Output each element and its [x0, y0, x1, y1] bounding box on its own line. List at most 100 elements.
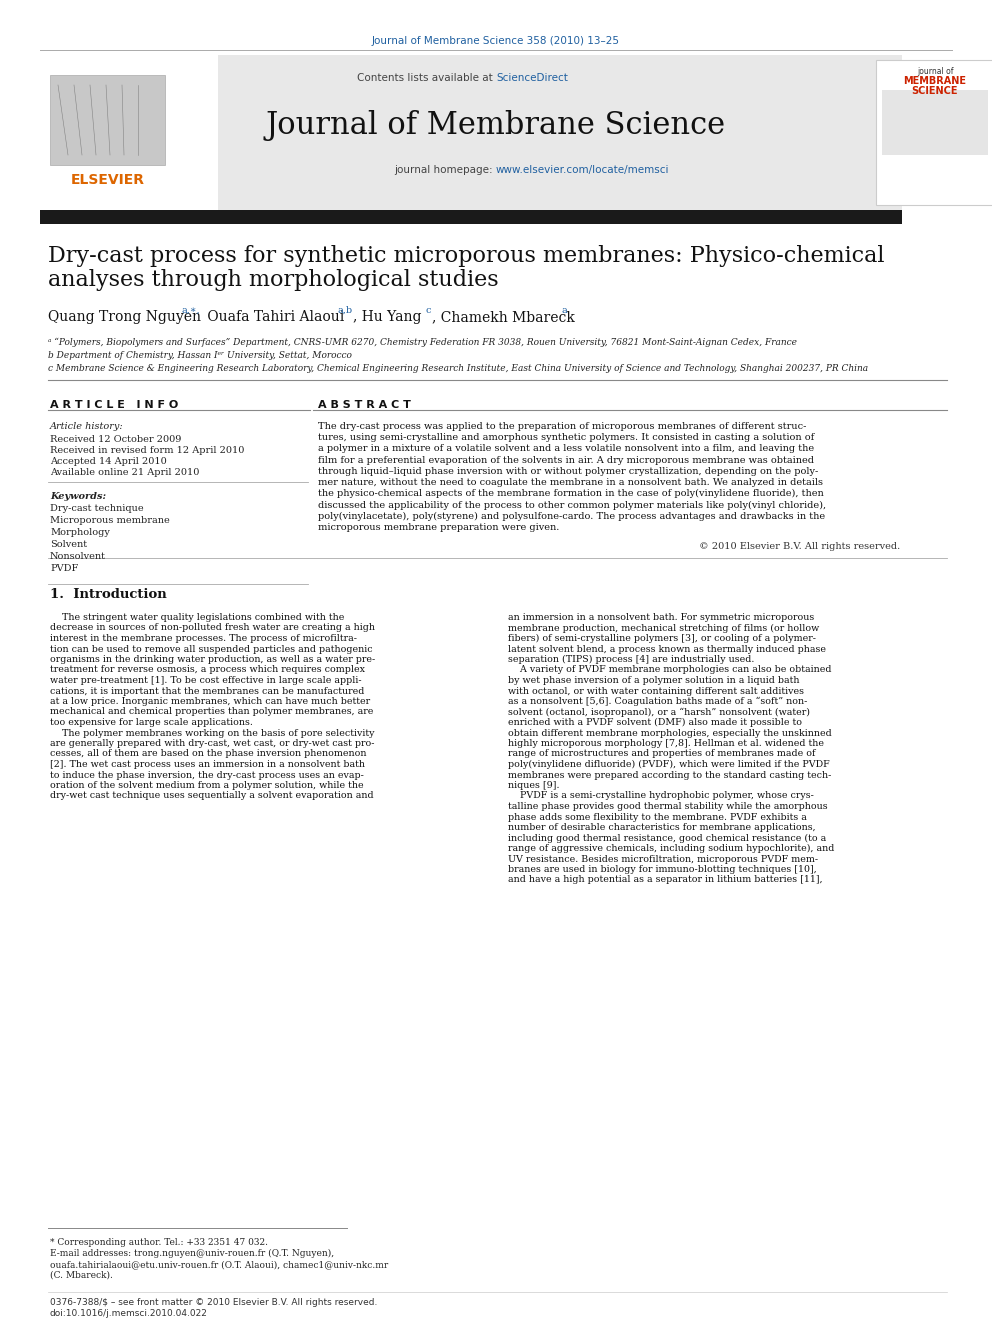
Text: Received 12 October 2009: Received 12 October 2009	[50, 435, 182, 445]
Bar	[50, 75, 165, 165]
Text: dry-wet cast technique uses sequentially a solvent evaporation and: dry-wet cast technique uses sequentially…	[50, 791, 374, 800]
Text: niques [9].: niques [9].	[508, 781, 559, 790]
Text: microporous membrane preparation were given.: microporous membrane preparation were gi…	[318, 523, 559, 532]
Text: ELSEVIER: ELSEVIER	[71, 173, 145, 187]
Text: too expensive for large scale applications.: too expensive for large scale applicatio…	[50, 718, 253, 728]
Text: branes are used in biology for immuno-blotting techniques [10],: branes are used in biology for immuno-bl…	[508, 865, 816, 875]
Text: PVDF: PVDF	[50, 564, 78, 573]
Text: range of aggressive chemicals, including sodium hypochlorite), and: range of aggressive chemicals, including…	[508, 844, 834, 853]
Text: journal of: journal of	[917, 67, 953, 75]
Text: Article history:: Article history:	[50, 422, 124, 431]
Text: Available online 21 April 2010: Available online 21 April 2010	[50, 468, 199, 478]
Text: separation (TIPS) process [4] are industrially used.: separation (TIPS) process [4] are indust…	[508, 655, 754, 664]
Text: tures, using semi-crystalline and amorphous synthetic polymers. It consisted in : tures, using semi-crystalline and amorph…	[318, 433, 814, 442]
Bar	[40, 210, 902, 224]
Text: solvent (octanol, isopropanol), or a “harsh” nonsolvent (water): solvent (octanol, isopropanol), or a “ha…	[508, 708, 810, 717]
Text: organisms in the drinking water production, as well as a water pre-: organisms in the drinking water producti…	[50, 655, 375, 664]
Text: by wet phase inversion of a polymer solution in a liquid bath: by wet phase inversion of a polymer solu…	[508, 676, 800, 685]
Text: mechanical and chemical properties than polymer membranes, are: mechanical and chemical properties than …	[50, 708, 373, 717]
Text: www.elsevier.com/locate/memsci: www.elsevier.com/locate/memsci	[496, 165, 670, 175]
Bar	[40, 56, 902, 210]
Text: A B S T R A C T: A B S T R A C T	[318, 400, 411, 410]
Text: poly(vinylacetate), poly(styrene) and polysulfone-cardo. The process advantages : poly(vinylacetate), poly(styrene) and po…	[318, 512, 825, 521]
Text: talline phase provides good thermal stability while the amorphous: talline phase provides good thermal stab…	[508, 802, 827, 811]
Text: , Hu Yang: , Hu Yang	[353, 310, 422, 324]
Bar	[876, 60, 992, 205]
Text: ouafa.tahirialaoui@etu.univ-rouen.fr (O.T. Alaoui), chamec1@univ-nkc.mr: ouafa.tahirialaoui@etu.univ-rouen.fr (O.…	[50, 1259, 388, 1269]
Text: cations, it is important that the membranes can be manufactured: cations, it is important that the membra…	[50, 687, 364, 696]
Text: The stringent water quality legislations combined with the: The stringent water quality legislations…	[50, 613, 344, 622]
Text: (C. Mbareck).: (C. Mbareck).	[50, 1271, 113, 1279]
Text: enriched with a PVDF solvent (DMF) also made it possible to: enriched with a PVDF solvent (DMF) also …	[508, 718, 802, 728]
Text: and have a high potential as a separator in lithium batteries [11],: and have a high potential as a separator…	[508, 876, 822, 885]
Text: Received in revised form 12 April 2010: Received in revised form 12 April 2010	[50, 446, 244, 455]
Text: c Membrane Science & Engineering Research Laboratory, Chemical Engineering Resea: c Membrane Science & Engineering Researc…	[48, 364, 868, 373]
Text: decrease in sources of non-polluted fresh water are creating a high: decrease in sources of non-polluted fres…	[50, 623, 375, 632]
Text: to induce the phase inversion, the dry-cast process uses an evap-: to induce the phase inversion, the dry-c…	[50, 770, 364, 779]
Text: b Department of Chemistry, Hassan Iᵉʳ University, Settat, Morocco: b Department of Chemistry, Hassan Iᵉʳ Un…	[48, 351, 352, 360]
Text: cesses, all of them are based on the phase inversion phenomenon: cesses, all of them are based on the pha…	[50, 750, 366, 758]
Text: The polymer membranes working on the basis of pore selectivity: The polymer membranes working on the bas…	[50, 729, 375, 737]
Text: Journal of Membrane Science: Journal of Membrane Science	[266, 110, 726, 142]
Text: UV resistance. Besides microfiltration, microporous PVDF mem-: UV resistance. Besides microfiltration, …	[508, 855, 818, 864]
Text: interest in the membrane processes. The process of microfiltra-: interest in the membrane processes. The …	[50, 634, 357, 643]
Text: as a nonsolvent [5,6]. Coagulation baths made of a “soft” non-: as a nonsolvent [5,6]. Coagulation baths…	[508, 697, 807, 706]
Text: poly(vinylidene difluoride) (PVDF), which were limited if the PVDF: poly(vinylidene difluoride) (PVDF), whic…	[508, 759, 829, 769]
Text: c: c	[425, 306, 431, 315]
Text: with octanol, or with water containing different salt additives: with octanol, or with water containing d…	[508, 687, 804, 696]
Text: Morphology: Morphology	[50, 528, 110, 537]
Text: Microporous membrane: Microporous membrane	[50, 516, 170, 525]
Text: Keywords:: Keywords:	[50, 492, 106, 501]
Text: The dry-cast process was applied to the preparation of microporous membranes of : The dry-cast process was applied to the …	[318, 422, 806, 431]
Text: analyses through morphological studies: analyses through morphological studies	[48, 269, 499, 291]
Text: 0376-7388/$ – see front matter © 2010 Elsevier B.V. All rights reserved.: 0376-7388/$ – see front matter © 2010 El…	[50, 1298, 377, 1307]
Text: through liquid–liquid phase inversion with or without polymer crystallization, d: through liquid–liquid phase inversion wi…	[318, 467, 818, 476]
Text: , Chamekh Mbareck: , Chamekh Mbareck	[432, 310, 575, 324]
Text: latent solvent blend, a process known as thermally induced phase: latent solvent blend, a process known as…	[508, 644, 826, 654]
Text: are generally prepared with dry-cast, wet cast, or dry-wet cast pro-: are generally prepared with dry-cast, we…	[50, 740, 375, 747]
Text: water pre-treatment [1]. To be cost effective in large scale appli-: water pre-treatment [1]. To be cost effe…	[50, 676, 362, 685]
Text: A R T I C L E   I N F O: A R T I C L E I N F O	[50, 400, 179, 410]
Text: obtain different membrane morphologies, especially the unskinned: obtain different membrane morphologies, …	[508, 729, 831, 737]
Text: ᵃ “Polymers, Biopolymers and Surfaces” Department, CNRS-UMR 6270, Chemistry Fede: ᵃ “Polymers, Biopolymers and Surfaces” D…	[48, 337, 797, 348]
Text: E-mail addresses: trong.nguyen@univ-rouen.fr (Q.T. Nguyen),: E-mail addresses: trong.nguyen@univ-roue…	[50, 1249, 334, 1258]
Text: Nonsolvent: Nonsolvent	[50, 552, 106, 561]
Text: * Corresponding author. Tel.: +33 2351 47 032.: * Corresponding author. Tel.: +33 2351 4…	[50, 1238, 268, 1248]
Text: oration of the solvent medium from a polymer solution, while the: oration of the solvent medium from a pol…	[50, 781, 364, 790]
Text: film for a preferential evaporation of the solvents in air. A dry microporous me: film for a preferential evaporation of t…	[318, 455, 814, 464]
Text: © 2010 Elsevier B.V. All rights reserved.: © 2010 Elsevier B.V. All rights reserved…	[698, 542, 900, 550]
Text: SCIENCE: SCIENCE	[912, 86, 958, 97]
Text: a: a	[562, 306, 567, 315]
Text: range of microstructures and properties of membranes made of: range of microstructures and properties …	[508, 750, 815, 758]
Text: discussed the applicability of the process to other common polymer materials lik: discussed the applicability of the proce…	[318, 500, 826, 509]
Text: treatment for reverse osmosis, a process which requires complex: treatment for reverse osmosis, a process…	[50, 665, 365, 675]
Text: Journal of Membrane Science 358 (2010) 13–25: Journal of Membrane Science 358 (2010) 1…	[372, 36, 620, 46]
Text: a,b: a,b	[337, 306, 352, 315]
Text: including good thermal resistance, good chemical resistance (to a: including good thermal resistance, good …	[508, 833, 826, 843]
Bar	[40, 56, 218, 210]
Bar	[882, 90, 988, 155]
Text: fibers) of semi-crystalline polymers [3], or cooling of a polymer-: fibers) of semi-crystalline polymers [3]…	[508, 634, 816, 643]
Text: a,∗,: a,∗,	[181, 306, 199, 315]
Text: number of desirable characteristics for membrane applications,: number of desirable characteristics for …	[508, 823, 815, 832]
Text: A variety of PVDF membrane morphologies can also be obtained: A variety of PVDF membrane morphologies …	[508, 665, 831, 675]
Text: Solvent: Solvent	[50, 540, 87, 549]
Text: phase adds some flexibility to the membrane. PVDF exhibits a: phase adds some flexibility to the membr…	[508, 812, 806, 822]
Text: ScienceDirect: ScienceDirect	[496, 73, 567, 83]
Text: Dry-cast technique: Dry-cast technique	[50, 504, 144, 513]
Text: a polymer in a mixture of a volatile solvent and a less volatile nonsolvent into: a polymer in a mixture of a volatile sol…	[318, 445, 814, 454]
Text: Ouafa Tahiri Alaoui: Ouafa Tahiri Alaoui	[203, 310, 344, 324]
Text: MEMBRANE: MEMBRANE	[904, 75, 966, 86]
Text: at a low price. Inorganic membranes, which can have much better: at a low price. Inorganic membranes, whi…	[50, 697, 370, 706]
Text: membranes were prepared according to the standard casting tech-: membranes were prepared according to the…	[508, 770, 831, 779]
Text: Accepted 14 April 2010: Accepted 14 April 2010	[50, 456, 167, 466]
Text: Contents lists available at: Contents lists available at	[357, 73, 496, 83]
Text: 1.  Introduction: 1. Introduction	[50, 587, 167, 601]
Text: Quang Trong Nguyen: Quang Trong Nguyen	[48, 310, 201, 324]
Text: mer nature, without the need to coagulate the membrane in a nonsolvent bath. We : mer nature, without the need to coagulat…	[318, 478, 823, 487]
Text: [2]. The wet cast process uses an immersion in a nonsolvent bath: [2]. The wet cast process uses an immers…	[50, 759, 365, 769]
Text: membrane production, mechanical stretching of films (or hollow: membrane production, mechanical stretchi…	[508, 623, 819, 632]
Text: an immersion in a nonsolvent bath. For symmetric microporous: an immersion in a nonsolvent bath. For s…	[508, 613, 814, 622]
Text: journal homepage:: journal homepage:	[394, 165, 496, 175]
Text: PVDF is a semi-crystalline hydrophobic polymer, whose crys-: PVDF is a semi-crystalline hydrophobic p…	[508, 791, 813, 800]
